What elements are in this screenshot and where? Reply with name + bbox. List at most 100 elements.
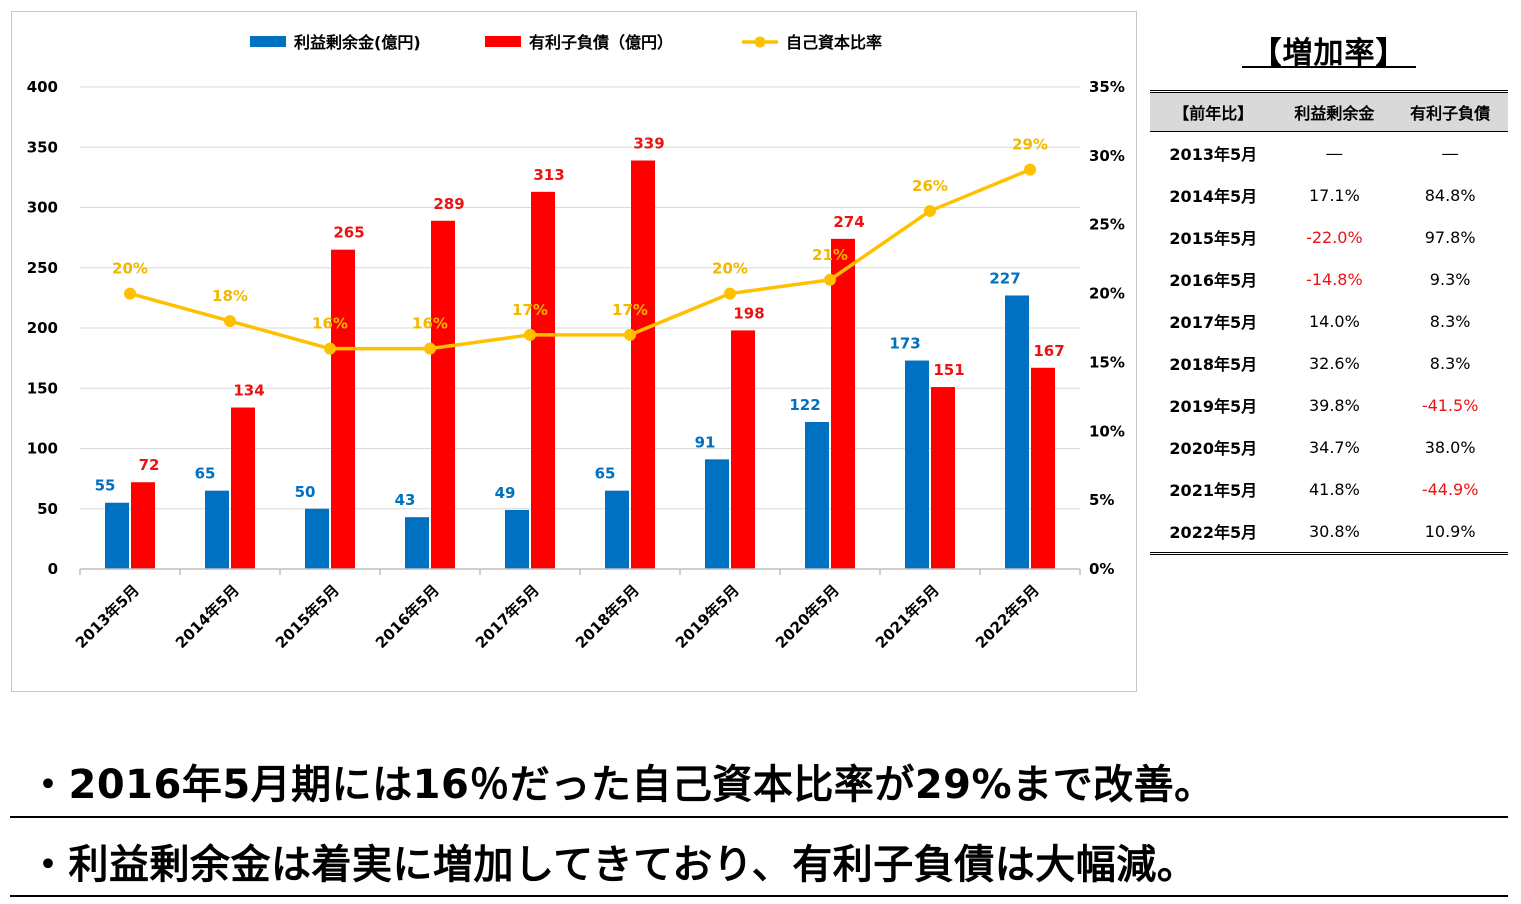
line-data-label: 20% (712, 260, 748, 278)
x-category-label: 2016年5月 (372, 581, 443, 652)
line-data-label: 29% (1012, 136, 1048, 154)
x-category-label: 2015年5月 (272, 581, 343, 652)
legend-label: 有利子負債（億円） (529, 33, 673, 52)
line-data-label: 16% (412, 315, 448, 333)
legend-swatch (250, 36, 286, 47)
y-left-tick-label: 150 (27, 379, 58, 397)
bar-interest-bearing-debt (331, 249, 355, 570)
bar-data-label: 134 (233, 382, 264, 400)
equity-ratio-point (924, 204, 936, 217)
row-debt: 9.3% (1429, 269, 1471, 289)
growth-rate-table: 【前年比】 利益剰余金 有利子負債 2013年5月 ― ― 2014年5月 17.1% 8… (1150, 90, 1508, 555)
y-left-tick-label: 100 (27, 440, 58, 458)
bar-interest-bearing-debt (831, 238, 855, 569)
y-right-tick-label: 10% (1089, 422, 1125, 440)
row-year: 2020年5月 (1169, 439, 1258, 458)
bar-data-label: 49 (495, 484, 516, 502)
row-debt: 84.8% (1424, 185, 1476, 205)
table-row: 2016年5月 -14.8% 9.3% (1150, 258, 1508, 300)
bar-retained-earnings (305, 508, 329, 569)
table-row: 2017年5月 14.0% 8.3% (1150, 300, 1508, 342)
y-right-tick-label: 35% (1089, 78, 1125, 96)
row-debt: 10.9% (1392, 510, 1508, 555)
x-category-label: 2021年5月 (872, 581, 943, 652)
table-header-row: 【前年比】 利益剰余金 有利子負債 (1150, 90, 1508, 132)
bar-data-label: 65 (195, 465, 216, 483)
bar-retained-earnings (1005, 295, 1029, 569)
header-year: 【前年比】 (1150, 90, 1277, 132)
bar-retained-earnings (905, 360, 929, 569)
bar-interest-bearing-debt (231, 407, 255, 569)
y-right-tick-label: 15% (1089, 353, 1125, 371)
table-row: 2013年5月 ― ― (1150, 132, 1508, 175)
table-row: 2021年5月 41.8% -44.9% (1150, 468, 1508, 510)
bar-retained-earnings (605, 490, 629, 569)
table-row: 2019年5月 39.8% -41.5% (1150, 384, 1508, 426)
bullet-retained-earnings: ・利益剰余金は着実に増加してきており、有利子負債は大幅減。 (28, 842, 1198, 888)
y-left-tick-label: 0 (48, 560, 58, 578)
row-year: 2021年5月 (1169, 481, 1258, 500)
line-data-label: 21% (812, 246, 848, 264)
row-debt: 8.3% (1429, 311, 1471, 331)
row-debt: 8.3% (1429, 353, 1471, 373)
legend-label: 自己資本比率 (786, 33, 882, 52)
divider-line (10, 895, 1508, 897)
y-right-tick-label: 25% (1089, 216, 1125, 234)
row-year: 2016年5月 (1169, 271, 1258, 290)
table-row: 2020年5月 34.7% 38.0% (1150, 426, 1508, 468)
y-left-tick-label: 300 (27, 199, 58, 217)
equity-ratio-point (1024, 163, 1036, 176)
bar-retained-earnings (205, 490, 229, 569)
row-retained: 14.0% (1308, 311, 1360, 331)
x-category-label: 2020年5月 (772, 581, 843, 652)
legend-marker (754, 36, 766, 48)
row-retained: 39.8% (1308, 395, 1360, 415)
equity-ratio-point (324, 342, 336, 355)
bar-data-label: 91 (695, 433, 716, 451)
equity-ratio-point (624, 328, 636, 341)
x-category-label: 2022年5月 (972, 581, 1043, 652)
bar-interest-bearing-debt (1031, 367, 1055, 569)
row-year: 2018年5月 (1169, 355, 1258, 374)
bar-data-label: 151 (933, 361, 964, 379)
x-category-label: 2013年5月 (72, 581, 143, 652)
row-retained: 41.8% (1308, 479, 1360, 499)
equity-ratio-point (124, 287, 136, 300)
y-right-tick-label: 30% (1089, 147, 1125, 165)
bar-retained-earnings (705, 459, 729, 569)
row-year: 2022年5月 (1150, 510, 1277, 555)
y-right-tick-label: 0% (1089, 560, 1114, 578)
x-category-label: 2018年5月 (572, 581, 643, 652)
line-data-label: 18% (212, 287, 248, 305)
y-left-tick-label: 50 (37, 500, 58, 518)
legend-label: 利益剰余金(億円) (294, 33, 421, 52)
row-year: 2014年5月 (1169, 187, 1258, 206)
line-data-label: 17% (512, 301, 548, 319)
equity-ratio-line (129, 168, 1031, 351)
growth-rate-panel: 【増加率】 【前年比】 利益剰余金 有利子負債 2013年5月 ― ― 2014年5月… (1150, 22, 1508, 555)
bullet-equity-ratio: ・2016年5月期には16％だった自己資本比率が29%まで改善。 (28, 762, 1215, 808)
bar-interest-bearing-debt (731, 330, 755, 569)
equity-ratio-point (224, 315, 236, 328)
equity-ratio-point (824, 273, 836, 286)
bar-retained-earnings (105, 502, 129, 569)
row-retained: 30.8% (1276, 510, 1393, 555)
row-retained: -14.8% (1306, 269, 1363, 289)
row-retained: 17.1% (1308, 185, 1360, 205)
row-debt: -41.5% (1421, 395, 1479, 415)
header-debt: 有利子負債 (1392, 90, 1508, 132)
row-debt: -44.9% (1421, 479, 1479, 499)
bar-interest-bearing-debt (931, 387, 955, 569)
x-category-label: 2017年5月 (472, 581, 543, 652)
bar-retained-earnings (805, 421, 829, 569)
combo-chart: 55 65 50 43 49 65 91 122 173 227 72 134 265 289 313 339… (27, 33, 1125, 652)
bar-retained-earnings (405, 517, 429, 569)
legend-swatch (485, 36, 521, 47)
y-left-tick-label: 350 (27, 138, 58, 156)
bar-data-label: 274 (833, 213, 864, 231)
row-retained: -22.0% (1306, 227, 1363, 247)
bar-data-label: 265 (333, 224, 364, 242)
row-year: 2015年5月 (1169, 229, 1258, 248)
table-row: 2015年5月 -22.0% 97.8% (1150, 216, 1508, 258)
table-row: 2022年5月 30.8% 10.9% (1150, 510, 1508, 555)
